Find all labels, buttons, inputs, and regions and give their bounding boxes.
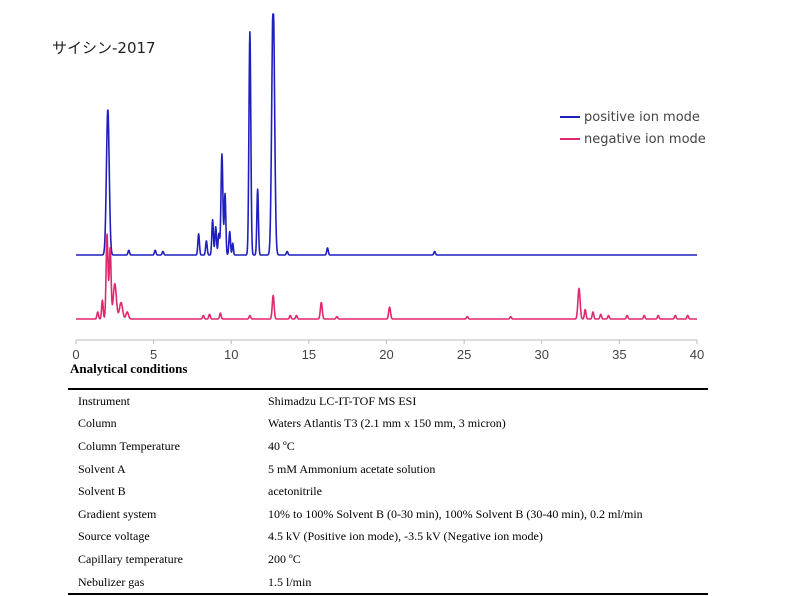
x-tick-label: 30 [535,347,549,362]
condition-value: 40 ºC [268,438,295,453]
legend-item-negative: negative ion mode [560,128,706,150]
condition-row: Gradient system 10% to 100% Solvent B (0-… [68,503,708,526]
condition-row: Source voltage 4.5 kV (Positive ion mode)… [68,526,708,549]
x-tick-label: 5 [150,347,157,362]
condition-label: Column Temperature [78,438,180,453]
condition-value: 10% to 100% Solvent B (0-30 min), 100% S… [268,506,643,521]
legend-swatch-positive [560,116,580,118]
condition-value: 5 mM Ammonium acetate solution [268,461,436,476]
condition-label: Solvent B [78,484,126,499]
condition-row: Instrument Shimadzu LC-IT-TOF MS ESI [68,389,708,413]
condition-row: Column Temperature 40 ºC [68,435,708,458]
condition-value: 4.5 kV (Positive ion mode), -3.5 kV (Neg… [268,529,543,544]
condition-value: acetonitrile [268,484,322,499]
condition-row: Capillary temperature 200 ºC [68,548,708,571]
legend: positive ion mode negative ion mode [560,106,706,150]
condition-row: Solvent B acetonitrile [68,480,708,503]
chromatogram-chart: 0 5 10 15 20 25 30 35 40 [72,13,704,362]
series-layer [75,13,698,320]
x-tick-label: 35 [612,347,626,362]
legend-item-positive: positive ion mode [560,106,706,128]
condition-value: 200 ºC [268,551,301,566]
condition-label: Solvent A [78,461,126,476]
legend-swatch-negative [560,138,580,140]
sample-title: サイシン-2017 [52,39,156,57]
condition-label: Source voltage [78,529,150,544]
x-tick-label: 25 [457,347,471,362]
condition-row: Solvent A 5 mM Ammonium acetate solution [68,458,708,481]
condition-value: Waters Atlantis T3 (2.1 mm x 150 mm, 3 m… [268,416,506,431]
condition-value: Shimadzu LC-IT-TOF MS ESI [268,393,417,408]
legend-label-negative: negative ion mode [584,131,706,147]
condition-label: Gradient system [78,506,157,521]
legend-label-positive: positive ion mode [584,109,700,125]
conditions-table-body: Instrument Shimadzu LC-IT-TOF MS ESI Colum… [68,389,708,594]
conditions-title: Analytical conditions [70,361,188,376]
x-tick-label: 20 [379,347,393,362]
tick-layer: 0 5 10 15 20 25 30 35 40 [72,340,704,362]
condition-row: Column Waters Atlantis T3 (2.1 mm x 150 m… [68,413,708,436]
series-line-negative [75,233,698,320]
x-tick-label: 15 [302,347,316,362]
condition-label: Capillary temperature [78,551,183,566]
conditions-table: Instrument Shimadzu LC-IT-TOF MS ESI Colum… [68,388,708,596]
condition-label: Instrument [78,393,130,408]
x-tick-label: 10 [224,347,238,362]
condition-label: Column [78,416,117,431]
series-line-positive [75,13,698,256]
x-tick-label: 0 [72,347,79,362]
condition-value: 1.5 l/min [268,574,312,589]
condition-label: Nebulizer gas [78,574,145,589]
condition-row: Nebulizer gas 1.5 l/min [68,571,708,595]
x-tick-label: 40 [690,347,704,362]
